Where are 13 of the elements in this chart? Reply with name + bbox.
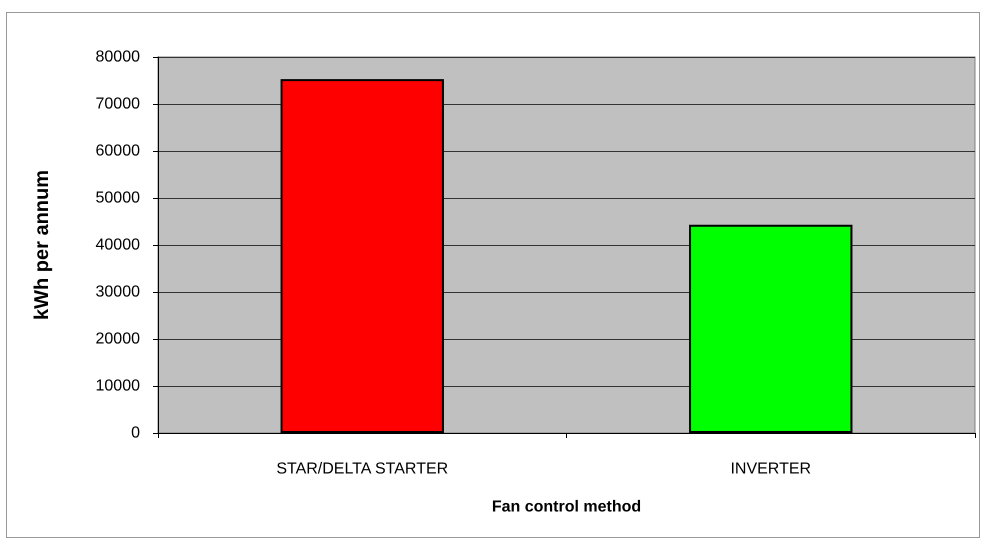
x-tick-label: STAR/DELTA STARTER	[276, 460, 448, 478]
y-tick-label: 60000	[96, 142, 140, 160]
y-tick-label: 80000	[96, 48, 140, 66]
y-axis-title: kWh per annum	[31, 170, 53, 320]
y-tick-label: 30000	[96, 284, 140, 300]
y-tick-label: 50000	[96, 190, 140, 206]
x-tick-label: INVERTER	[730, 460, 812, 478]
y-tick-label: 10000	[96, 378, 140, 394]
y-tick-label: 20000	[96, 330, 140, 348]
y-tick-label: 0	[131, 424, 140, 442]
y-tick-label: 40000	[96, 236, 140, 254]
y-tick-label: 70000	[96, 96, 140, 112]
x-axis-title: Fan control method	[492, 498, 642, 516]
